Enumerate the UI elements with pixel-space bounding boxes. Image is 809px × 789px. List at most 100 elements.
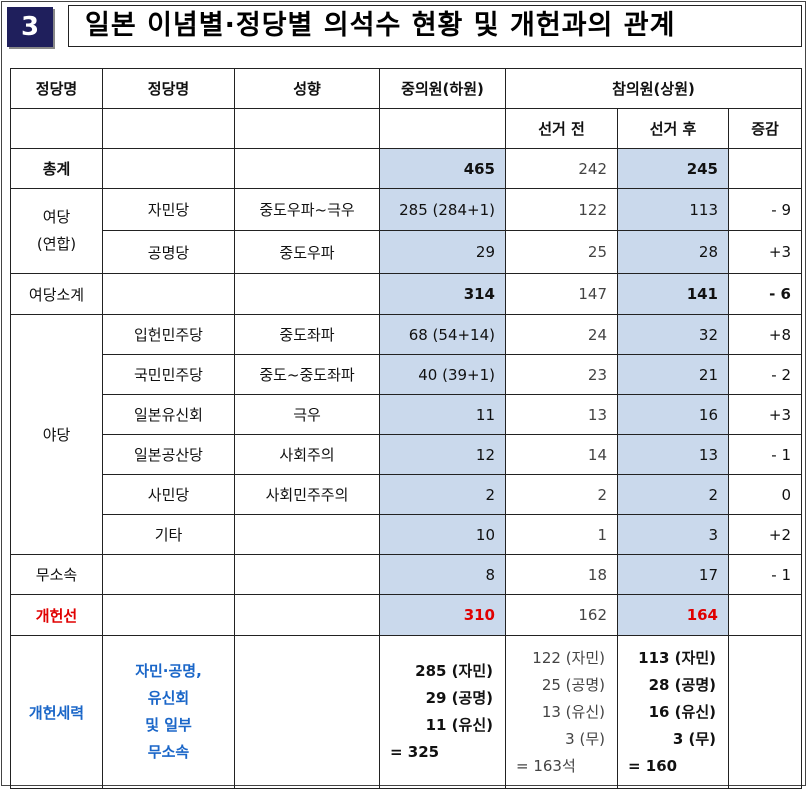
party-name: 입헌민주당 — [102, 314, 235, 355]
empty-cell — [102, 108, 235, 149]
lower-seats: 285 (284+1) — [379, 188, 506, 231]
seat-change: - 9 — [728, 188, 802, 231]
seat-change: - 1 — [728, 434, 802, 475]
lower-line: 285 (자민) — [415, 662, 493, 680]
subheader-row: 선거 전 선거 후 증감 — [10, 108, 802, 149]
before-seats: 24 — [505, 314, 618, 355]
before-seats: 25 — [505, 230, 618, 274]
lower-line: 29 (공명) — [425, 689, 493, 707]
seats-table: 정당명 정당명 성향 중의원(하원) 참의원(상원) 선거 전 선거 후 증감 … — [10, 68, 802, 789]
header-party-group: 정당명 — [10, 68, 103, 109]
seat-change: 0 — [728, 474, 802, 515]
seat-change: +8 — [728, 314, 802, 355]
ruling-label-1: 여당 — [42, 208, 71, 226]
after-seats: 113 — [617, 188, 729, 231]
after-seats: 32 — [617, 314, 729, 355]
before-seats: 13 — [505, 394, 618, 435]
after-line: 3 (무) — [672, 729, 716, 748]
subtotal-lower: 314 — [379, 273, 506, 315]
table-row: 일본공산당 사회주의 12 14 13 - 1 — [11, 434, 802, 475]
table-row: 여당 (연합) 자민당 중도우파~극우 285 (284+1) 122 113 -… — [10, 188, 802, 274]
amendment-forces-row: 개헌세력 자민·공명, 유신회 및 일부 무소속 285 (자민) 29 (공명… — [10, 635, 802, 789]
desc-line: 자민·공명, — [135, 662, 202, 680]
total-row: 총계 465 242 245 — [10, 148, 802, 189]
after-seats: 21 — [617, 354, 729, 395]
header-after-election: 선거 후 — [617, 108, 729, 149]
after-seats: 3 — [617, 514, 729, 555]
empty-cell — [234, 554, 380, 595]
forces-description: 자민·공명, 유신회 및 일부 무소속 — [102, 635, 235, 789]
header-change: 증감 — [728, 108, 802, 149]
before-line: 13 (유신) — [541, 702, 605, 721]
before-seats: 18 — [505, 554, 618, 595]
lower-seats: 11 — [379, 394, 506, 435]
desc-line: 및 일부 — [145, 716, 192, 734]
header-upper-house: 참의원(상원) — [505, 68, 802, 109]
empty-cell — [234, 273, 380, 315]
after-seats: 2 — [617, 474, 729, 515]
seat-change: - 2 — [728, 354, 802, 395]
subtotal-change: - 6 — [728, 273, 802, 315]
empty-cell — [102, 148, 235, 189]
header-lower-house: 중의원(하원) — [379, 68, 506, 109]
before-seats: 1 — [505, 514, 618, 555]
header-party: 정당명 — [102, 68, 235, 109]
ruling-label: 여당 (연합) — [10, 188, 103, 274]
party-leaning: 중도우파~극우 — [234, 188, 380, 231]
table-row: 야당 입헌민주당 중도좌파 68 (54+14) 24 32 +8 — [10, 314, 802, 555]
lower-line: 11 (유신) — [425, 716, 493, 734]
lower-sum: = 325 — [390, 743, 440, 761]
desc-line: 유신회 — [147, 689, 190, 707]
party-name: 기타 — [102, 514, 235, 555]
after-line: 113 (자민) — [638, 648, 716, 667]
header-before-election: 선거 전 — [505, 108, 618, 149]
lower-seats: 12 — [379, 434, 506, 475]
after-seats: 13 — [617, 434, 729, 475]
before-seats: 2 — [505, 474, 618, 515]
party-leaning: 중도좌파 — [234, 314, 380, 355]
forces-before: 122 (자민) 25 (공명) 13 (유신) 3 (무) = 163석 — [505, 635, 618, 789]
threshold-row: 개헌선 310 162 164 — [10, 594, 802, 636]
after-seats: 17 — [617, 554, 729, 595]
threshold-label: 개헌선 — [10, 594, 103, 636]
table-row: 공명당 중도우파 29 25 28 +3 — [11, 230, 802, 274]
subtotal-label: 여당소계 — [10, 273, 103, 315]
forces-lower: 285 (자민) 29 (공명) 11 (유신) = 325 — [379, 635, 506, 789]
total-after: 245 — [617, 148, 729, 189]
empty-cell — [234, 635, 380, 789]
total-label: 총계 — [10, 148, 103, 189]
party-name: 일본유신회 — [102, 394, 235, 435]
before-line: 3 (무) — [565, 729, 605, 748]
lower-seats: 40 (39+1) — [379, 354, 506, 395]
party-leaning: 중도~중도좌파 — [234, 354, 380, 395]
page-title: 일본 이념별·정당별 의석수 현황 및 개헌과의 관계 — [68, 5, 802, 47]
lower-seats: 10 — [379, 514, 506, 555]
threshold-lower: 310 — [379, 594, 506, 636]
seat-change: +2 — [728, 514, 802, 555]
total-lower: 465 — [379, 148, 506, 189]
threshold-before: 162 — [505, 594, 618, 636]
after-line: 28 (공명) — [648, 675, 716, 694]
before-line: 25 (공명) — [541, 675, 605, 694]
opposition-label: 야당 — [10, 314, 103, 555]
party-name: 일본공산당 — [102, 434, 235, 475]
empty-cell — [728, 594, 802, 636]
lower-seats: 8 — [379, 554, 506, 595]
forces-after: 113 (자민) 28 (공명) 16 (유신) 3 (무) = 160 — [617, 635, 729, 789]
lower-seats: 29 — [379, 230, 506, 274]
party-leaning: 사회주의 — [234, 434, 380, 475]
seat-change: - 1 — [728, 554, 802, 595]
threshold-after: 164 — [617, 594, 729, 636]
table-row: 일본유신회 극우 11 13 16 +3 — [11, 394, 802, 435]
party-leaning — [234, 514, 380, 555]
seat-change: +3 — [728, 394, 802, 435]
party-name: 자민당 — [102, 188, 235, 231]
forces-label: 개헌세력 — [10, 635, 103, 789]
before-seats: 14 — [505, 434, 618, 475]
party-leaning: 극우 — [234, 394, 380, 435]
party-name: 공명당 — [102, 230, 235, 274]
empty-cell — [728, 635, 802, 789]
after-line: 16 (유신) — [648, 702, 716, 721]
header-leaning: 성향 — [234, 68, 380, 109]
